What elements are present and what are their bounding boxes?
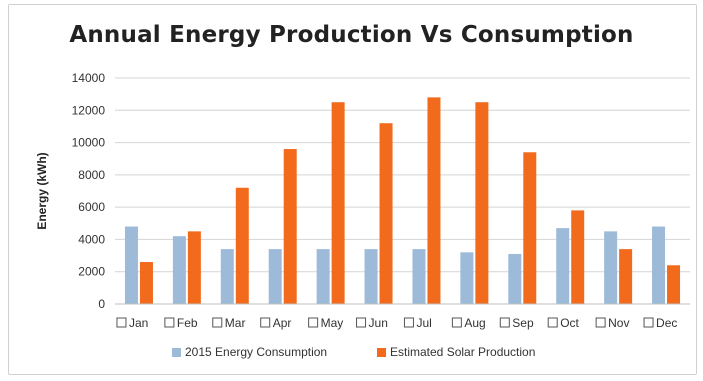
y-tick-label: 0 <box>98 297 105 311</box>
consumption-bar <box>268 249 282 304</box>
x-tick-label: Oct <box>560 316 579 330</box>
x-tick-label: Dec <box>656 316 677 330</box>
production-bar <box>139 262 153 304</box>
production-bar <box>571 210 585 304</box>
production-bar <box>187 231 201 304</box>
y-tick-label: 4000 <box>78 232 105 246</box>
x-tick-marker <box>643 317 654 328</box>
y-tick-label: 10000 <box>72 136 106 150</box>
x-tick-label: Mar <box>225 316 246 330</box>
legend-label: Estimated Solar Production <box>390 345 535 359</box>
x-tick-marker <box>403 317 414 328</box>
consumption-bar <box>508 253 522 304</box>
x-tick-marker <box>164 317 175 328</box>
legend-swatch <box>377 348 386 357</box>
x-tick-marker <box>595 317 606 328</box>
consumption-bar <box>412 249 426 304</box>
x-tick-marker <box>308 317 319 328</box>
production-bar <box>427 97 441 304</box>
x-tick-label: Feb <box>177 316 198 330</box>
chart-title: Annual Energy Production Vs Consumption <box>69 22 634 48</box>
x-tick-marker <box>260 317 271 328</box>
consumption-bar <box>124 226 138 304</box>
x-tick-marker <box>116 317 127 328</box>
production-bar <box>619 249 633 304</box>
consumption-bar <box>604 231 618 304</box>
x-tick-marker <box>547 317 558 328</box>
consumption-bar <box>172 236 186 304</box>
production-bar <box>475 102 489 304</box>
x-tick-label: Nov <box>608 316 629 330</box>
y-tick-label: 2000 <box>78 265 105 279</box>
consumption-bar <box>652 226 666 304</box>
y-tick-label: 14000 <box>72 71 106 85</box>
production-bar <box>667 265 681 304</box>
production-bar <box>235 187 249 304</box>
x-tick-label: May <box>321 316 344 330</box>
legend-label: 2015 Energy Consumption <box>185 345 327 359</box>
legend-swatch <box>172 348 181 357</box>
x-tick-label: Sep <box>512 316 534 330</box>
y-tick-label: 8000 <box>78 168 105 182</box>
x-tick-label: Aug <box>464 316 485 330</box>
consumption-bar <box>220 249 234 304</box>
x-tick-label: Jun <box>369 316 388 330</box>
x-tick-label: Jul <box>416 316 431 330</box>
x-tick-marker <box>212 317 223 328</box>
consumption-bar <box>364 249 378 304</box>
y-tick-label: 6000 <box>78 200 105 214</box>
consumption-bar <box>460 252 474 304</box>
x-tick-label: Jan <box>129 316 148 330</box>
x-tick-marker <box>499 317 510 328</box>
y-tick-label: 12000 <box>72 103 106 117</box>
x-tick-marker <box>451 317 462 328</box>
production-bar <box>379 123 393 304</box>
x-tick-marker <box>356 317 367 328</box>
y-axis-title: Energy (kWh) <box>35 152 49 229</box>
production-bar <box>523 152 537 304</box>
chart-frame <box>8 4 697 375</box>
production-bar <box>283 149 297 304</box>
consumption-bar <box>316 249 330 304</box>
production-bar <box>331 102 345 304</box>
x-tick-label: Apr <box>273 316 292 330</box>
consumption-bar <box>556 228 570 304</box>
